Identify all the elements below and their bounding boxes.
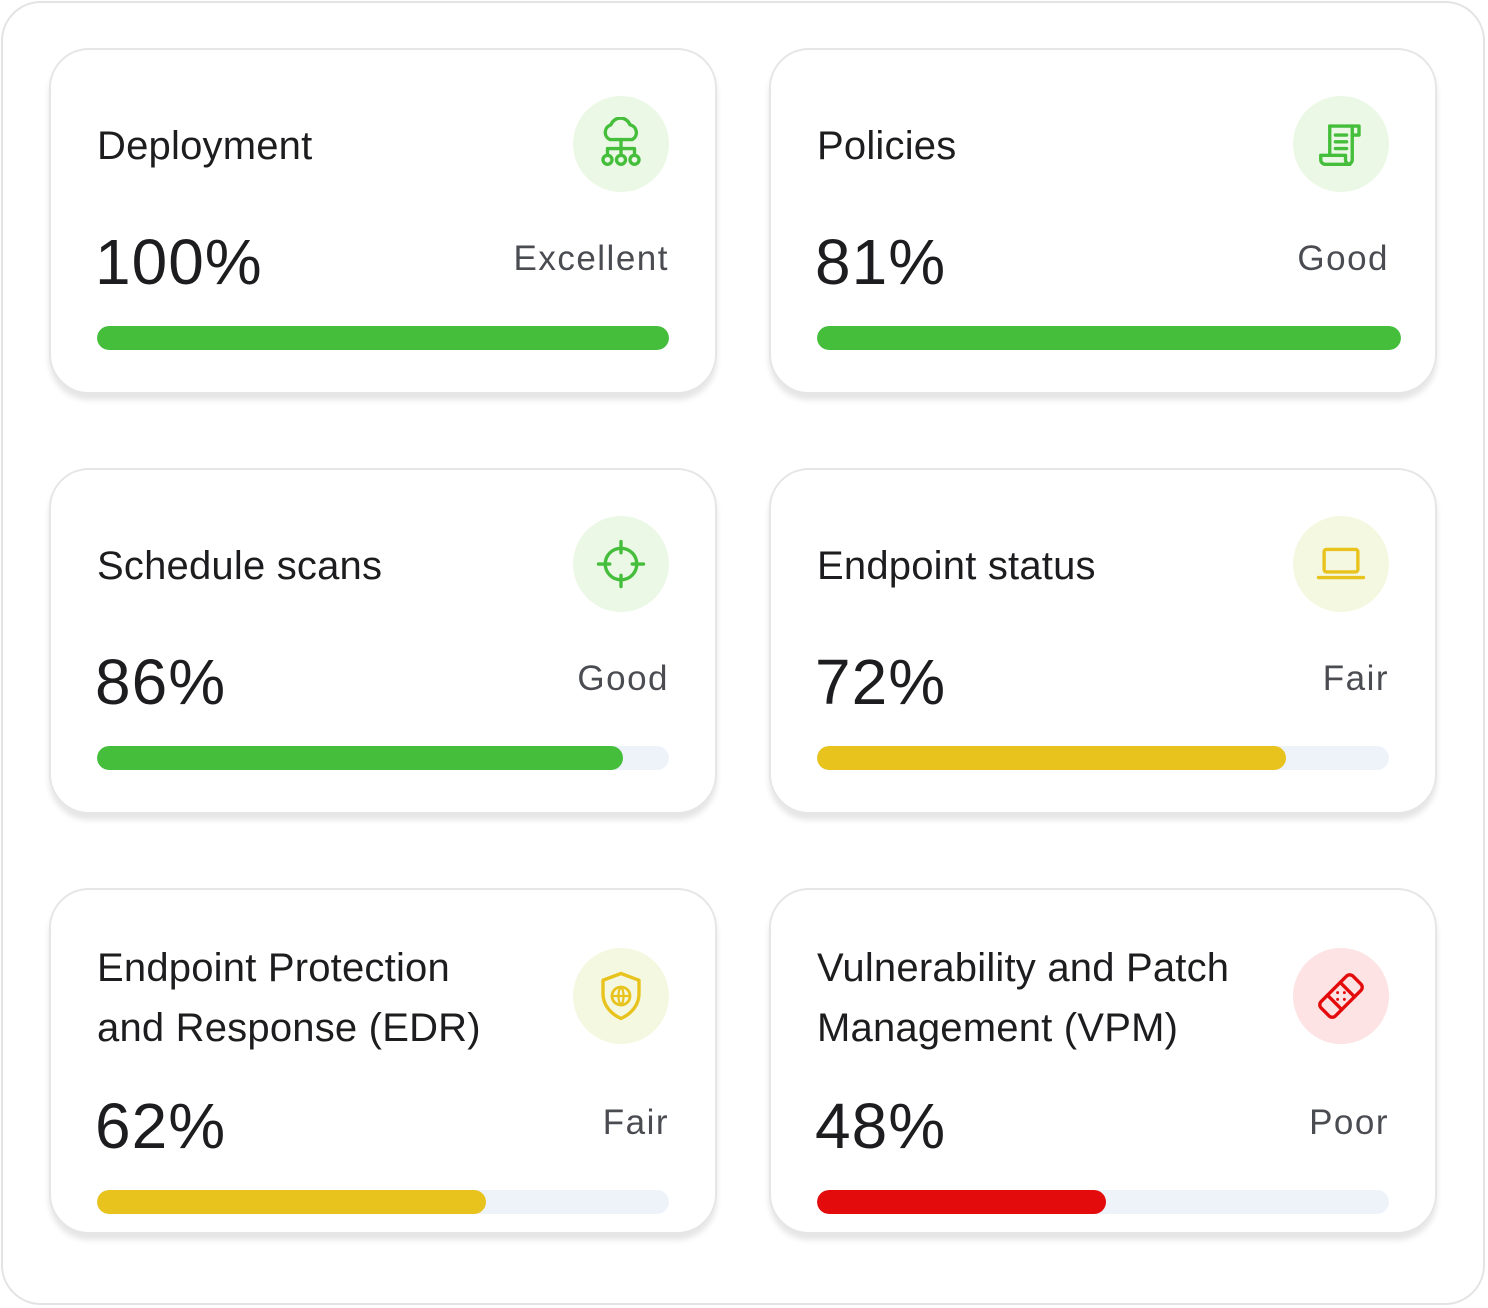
rating-label: Good	[577, 659, 669, 698]
percent-value: 62%	[95, 1090, 227, 1162]
card-endpoint-protection[interactable]: Endpoint Protection and Response (EDR) 6…	[49, 888, 717, 1234]
endpoint-status-icon-badge	[1293, 516, 1389, 612]
card-title: Vulnerability and Patch Management (VPM)	[817, 938, 1229, 1058]
percent-value: 48%	[815, 1090, 947, 1162]
percent-value: 72%	[815, 646, 947, 718]
card-schedule-scans[interactable]: Schedule scans 86% Good	[49, 468, 717, 814]
percent-value: 81%	[815, 226, 947, 298]
card-policies[interactable]: Policies 81% Good	[769, 48, 1437, 394]
card-title-line-2: Management (VPM)	[817, 1006, 1179, 1050]
card-title: Endpoint Protection and Response (EDR)	[97, 938, 481, 1058]
progress-track	[817, 1190, 1389, 1214]
card-endpoint-status[interactable]: Endpoint status 72% Fair	[769, 468, 1437, 814]
card-title: Endpoint status	[817, 544, 1096, 588]
progress-fill	[817, 1190, 1106, 1214]
progress-track	[97, 746, 669, 770]
shield-globe-icon	[601, 971, 641, 1021]
card-vulnerability-patch[interactable]: Vulnerability and Patch Management (VPM)…	[769, 888, 1437, 1234]
rating-label: Fair	[602, 1103, 669, 1142]
progress-fill	[817, 326, 1401, 350]
percent-value: 100%	[95, 226, 263, 298]
vpm-icon-badge	[1293, 948, 1389, 1044]
card-title-line-1: Endpoint Protection	[97, 946, 450, 990]
card-deployment[interactable]: Deployment 100% Excellent	[49, 48, 717, 394]
progress-track	[817, 746, 1389, 770]
progress-fill	[97, 326, 669, 350]
deployment-icon-badge	[573, 96, 669, 192]
schedule-scans-icon-badge	[573, 516, 669, 612]
scroll-document-icon	[1319, 124, 1361, 166]
laptop-icon	[1316, 547, 1366, 580]
bandage-patch-icon	[1318, 973, 1364, 1019]
card-title: Deployment	[97, 124, 313, 168]
edr-icon-badge	[573, 948, 669, 1044]
card-title-line-2: and Response (EDR)	[97, 1006, 481, 1050]
progress-fill	[817, 746, 1287, 770]
progress-track	[817, 326, 1401, 350]
rating-label: Excellent	[513, 239, 669, 278]
cloud-network-icon	[601, 117, 641, 166]
progress-track	[97, 326, 669, 350]
progress-fill	[97, 1190, 486, 1214]
percent-value: 86%	[95, 646, 227, 718]
rating-label: Poor	[1309, 1103, 1389, 1142]
progress-fill	[97, 746, 624, 770]
crosshair-target-icon	[596, 539, 646, 589]
rating-label: Fair	[1322, 659, 1389, 698]
policies-icon-badge	[1293, 96, 1389, 192]
card-title-line-1: Vulnerability and Patch	[817, 946, 1230, 990]
progress-track	[97, 1190, 669, 1214]
rating-label: Good	[1297, 239, 1389, 278]
card-title: Policies	[817, 124, 957, 168]
card-title: Schedule scans	[97, 544, 383, 588]
